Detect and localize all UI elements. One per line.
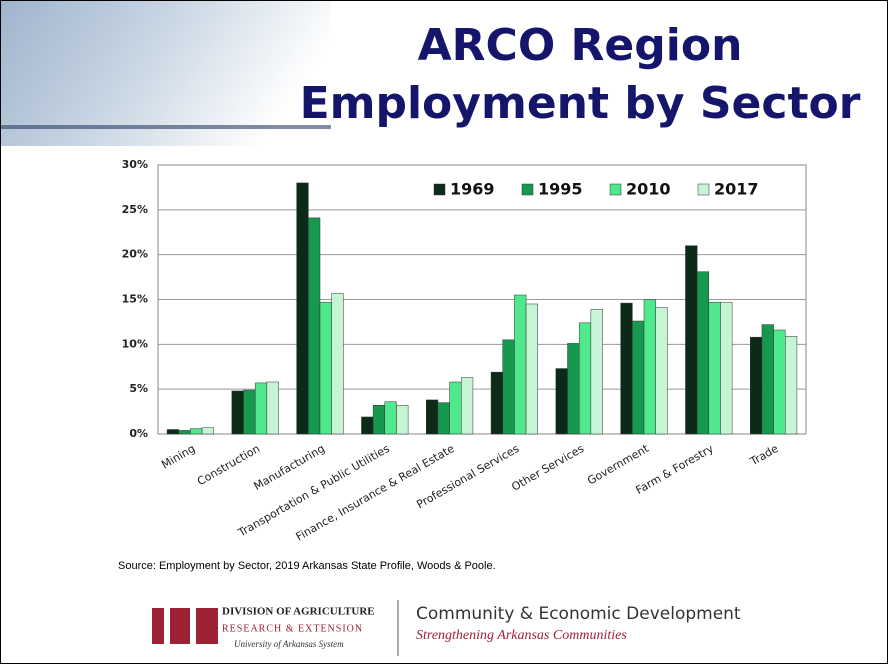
- source-note: Source: Employment by Sector, 2019 Arkan…: [118, 560, 496, 572]
- logo-mark: [170, 608, 190, 644]
- bar: [785, 336, 798, 435]
- legend-label: 2010: [626, 180, 671, 199]
- bar: [178, 430, 191, 435]
- bar: [361, 416, 374, 435]
- bar: [331, 292, 344, 435]
- bar: [708, 301, 721, 435]
- bar: [254, 382, 268, 435]
- bar: [190, 428, 203, 435]
- bar: [201, 427, 214, 435]
- bar: [243, 389, 256, 435]
- bar: [590, 309, 603, 435]
- program-text: Community & Economic Development: [416, 604, 741, 624]
- division-text: DIVISION OF AGRICULTURE: [222, 606, 375, 618]
- bar: [384, 401, 397, 435]
- legend-label: 2017: [714, 180, 759, 199]
- slide-title: ARCO Region: [418, 20, 743, 71]
- bar: [426, 399, 439, 435]
- bar: [231, 390, 244, 435]
- y-tick-label: 30%: [122, 158, 148, 171]
- legend-swatch: [609, 183, 622, 196]
- bar: [372, 405, 386, 435]
- bar: [266, 381, 279, 435]
- system-text: University of Arkansas System: [234, 639, 344, 649]
- bar: [567, 343, 580, 435]
- bar: [620, 302, 633, 435]
- bar: [166, 429, 179, 435]
- header-photo: [1, 1, 331, 146]
- y-tick-label: 10%: [122, 337, 148, 350]
- bar: [502, 339, 515, 435]
- y-tick-label: 25%: [122, 203, 148, 216]
- legend-swatch: [521, 183, 534, 196]
- bar: [319, 301, 332, 435]
- bar: [514, 294, 527, 435]
- legend-swatch: [433, 183, 446, 196]
- bar: [396, 405, 409, 435]
- bar: [720, 301, 733, 435]
- footer-logo: DIVISION OF AGRICULTURE RESEARCH & EXTEN…: [152, 600, 741, 656]
- logo-mark: [196, 608, 218, 644]
- bar: [578, 322, 592, 435]
- y-tick-label: 20%: [122, 248, 148, 261]
- bar: [761, 324, 774, 435]
- y-tick-label: 5%: [129, 382, 148, 395]
- bar: [696, 271, 710, 435]
- bar: [296, 182, 309, 435]
- bar: [308, 217, 321, 435]
- bar: [773, 329, 786, 435]
- y-tick-label: 15%: [122, 293, 148, 306]
- bar: [461, 377, 474, 435]
- tagline-text: Strengthening Arkansas Communities: [416, 628, 627, 643]
- bar: [555, 368, 568, 435]
- bar: [490, 371, 503, 435]
- bar: [655, 307, 668, 435]
- plot-border: [157, 164, 807, 435]
- bar: [437, 402, 450, 435]
- bar: [750, 336, 763, 435]
- bar: [643, 299, 656, 435]
- legend-label: 1969: [450, 180, 495, 199]
- slide-title: Employment by Sector: [300, 78, 861, 129]
- bar: [449, 381, 462, 435]
- bar: [685, 245, 698, 435]
- legend-swatch: [697, 183, 710, 196]
- bar: [632, 320, 645, 435]
- y-tick-label: 0%: [129, 427, 148, 440]
- legend-label: 1995: [538, 180, 583, 199]
- header-rule: [1, 125, 331, 129]
- research-text: RESEARCH & EXTENSION: [222, 623, 363, 634]
- logo-mark: [152, 608, 164, 644]
- bar: [525, 303, 538, 435]
